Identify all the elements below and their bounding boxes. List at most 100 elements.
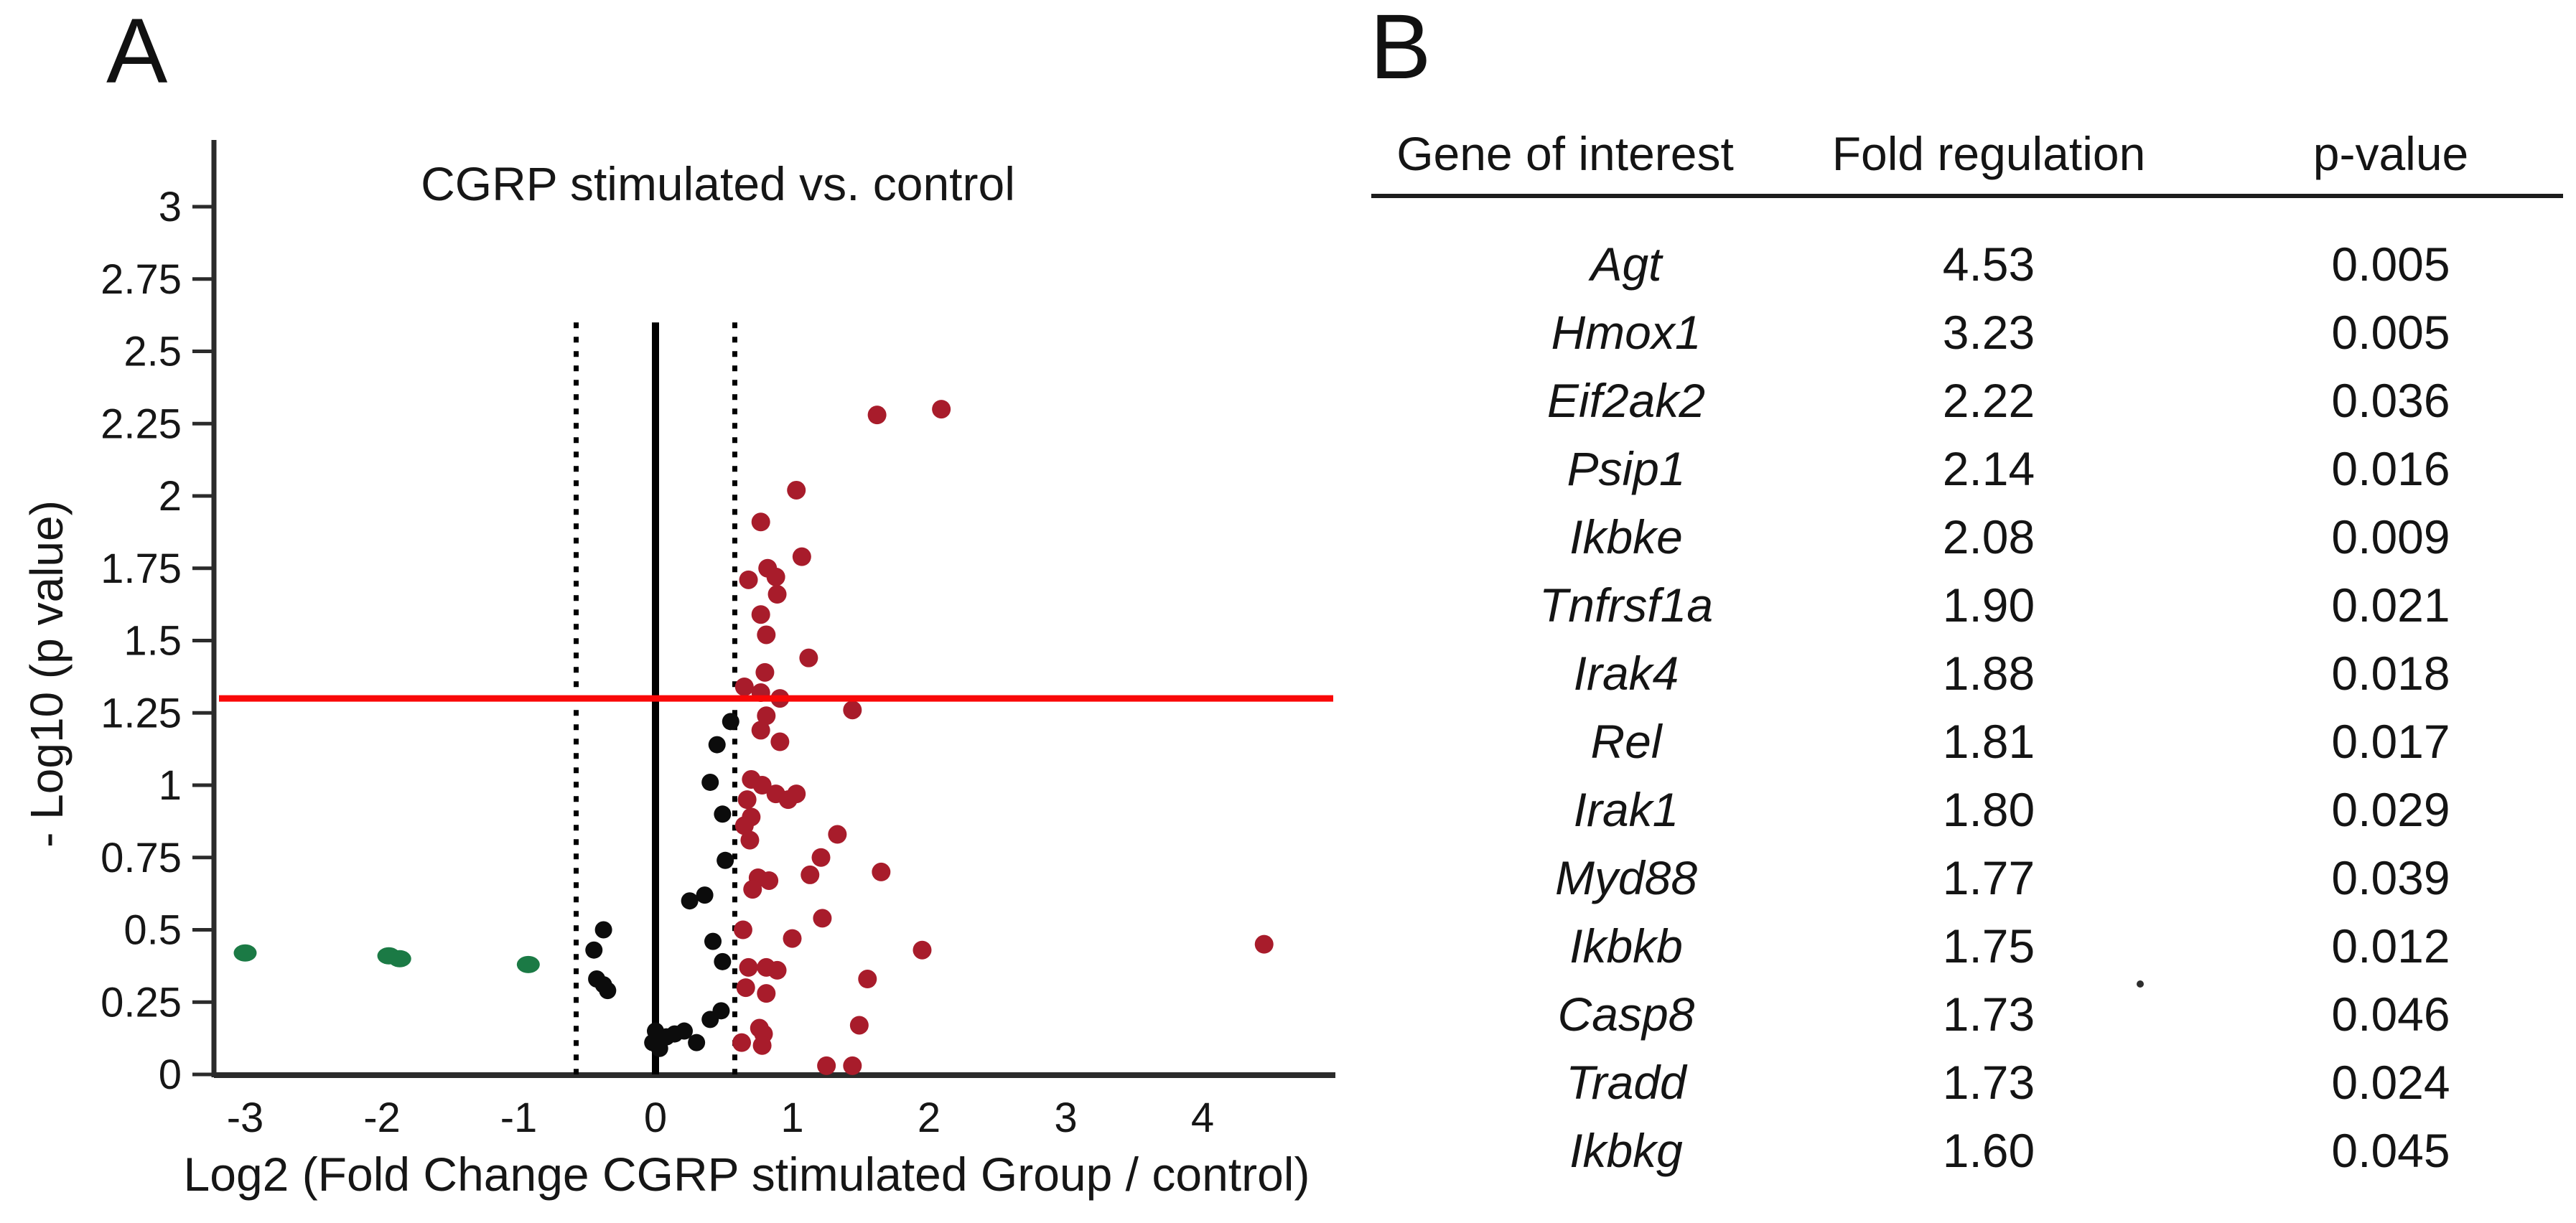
data-point-red bbox=[801, 865, 820, 884]
table-row: Myd88 1.77 0.039 bbox=[1371, 843, 2563, 912]
data-point-black bbox=[688, 1034, 706, 1051]
data-point-red bbox=[751, 605, 770, 624]
gene-cell: Rel bbox=[1590, 714, 1662, 768]
data-point-red bbox=[737, 790, 757, 810]
y-tick-label: 2 bbox=[159, 473, 182, 520]
x-axis-label: Log2 (Fold Change CGRP stimulated Group … bbox=[183, 1148, 1310, 1201]
x-tick-label: 4 bbox=[1191, 1095, 1214, 1141]
fold-regulation-cell: 1.90 bbox=[1942, 578, 2035, 632]
data-point-red bbox=[913, 940, 932, 960]
table-row: Casp8 1.73 0.046 bbox=[1371, 980, 2563, 1048]
gene-cell: Ikbke bbox=[1569, 510, 1683, 563]
gene-cell: Psip1 bbox=[1567, 441, 1686, 495]
p-value-cell: 0.036 bbox=[2331, 373, 2450, 427]
data-point-black bbox=[676, 1022, 694, 1040]
p-value-cell: 0.039 bbox=[2331, 851, 2450, 904]
data-point-black bbox=[599, 982, 617, 1000]
data-point-red bbox=[787, 480, 806, 500]
gene-cell: Agt bbox=[1590, 237, 1662, 291]
fold-regulation-cell: 1.81 bbox=[1942, 714, 2035, 768]
gene-cell: Irak4 bbox=[1573, 646, 1679, 700]
p-value-cell: 0.017 bbox=[2331, 714, 2450, 768]
y-tick-label: 0.25 bbox=[101, 979, 182, 1026]
x-tick-label: -1 bbox=[500, 1095, 538, 1141]
y-tick-label: 0.75 bbox=[101, 835, 182, 881]
data-point-black bbox=[701, 773, 719, 791]
data-point-red bbox=[858, 970, 877, 989]
p-value-cell: 0.046 bbox=[2331, 987, 2450, 1041]
data-point-red bbox=[740, 830, 760, 850]
data-point-red bbox=[757, 984, 776, 1003]
data-point-green bbox=[233, 944, 257, 962]
p-value-cell: 0.005 bbox=[2331, 305, 2450, 359]
table-row: Ikbkg 1.60 0.045 bbox=[1371, 1116, 2563, 1184]
data-point-red bbox=[932, 400, 951, 419]
gene-cell: Ikbkb bbox=[1569, 919, 1683, 973]
fold-regulation-cell: 3.23 bbox=[1942, 305, 2035, 359]
gene-cell: Tnfrsf1a bbox=[1539, 578, 1714, 632]
gene-cell: Tradd bbox=[1566, 1055, 1686, 1109]
y-tick-label: 1.5 bbox=[123, 618, 182, 665]
y-axis-label: - Log10 (p value) bbox=[21, 500, 73, 848]
p-value-cell: 0.016 bbox=[2331, 441, 2450, 495]
data-point-red bbox=[770, 732, 790, 751]
data-point-red bbox=[734, 816, 754, 835]
p-value-cell: 0.009 bbox=[2331, 510, 2450, 563]
gene-cell: Hmox1 bbox=[1551, 305, 1702, 359]
fold-regulation-cell: 1.60 bbox=[1942, 1123, 2035, 1177]
data-point-red bbox=[792, 547, 811, 566]
data-point-red bbox=[757, 625, 776, 645]
fold-regulation-cell: 2.22 bbox=[1942, 373, 2035, 427]
data-point-red bbox=[751, 721, 770, 740]
data-point-black bbox=[714, 805, 732, 823]
data-point-red bbox=[767, 585, 787, 604]
y-tick-label: 1.25 bbox=[101, 690, 182, 736]
data-point-red bbox=[736, 978, 755, 998]
data-point-red bbox=[811, 848, 831, 867]
panel-a-label: A bbox=[106, 0, 168, 103]
p-value-cell: 0.029 bbox=[2331, 782, 2450, 836]
data-point-red bbox=[783, 929, 802, 948]
table-row: Irak1 1.80 0.029 bbox=[1371, 775, 2563, 843]
data-point-black bbox=[708, 736, 726, 754]
volcano-plot: 0 0.25 0.5 0.75 1 1.25 1.5 1.75 2 2.25 2.5 2.75 3 -3 -… bbox=[101, 140, 1335, 1141]
fold-regulation-cell: 1.73 bbox=[1942, 987, 2035, 1041]
gene-cell: Eif2ak2 bbox=[1546, 373, 1706, 427]
y-tick-label: 3 bbox=[159, 184, 182, 230]
data-point-black bbox=[712, 1002, 730, 1020]
x-tick-label: 0 bbox=[644, 1095, 667, 1141]
x-tick-label: -3 bbox=[227, 1095, 264, 1141]
y-tick-label: 0.5 bbox=[123, 907, 182, 954]
data-point-red bbox=[739, 957, 758, 977]
table-row: Psip1 2.14 0.016 bbox=[1371, 434, 2563, 502]
data-point-red bbox=[766, 567, 785, 586]
p-value-cell: 0.024 bbox=[2331, 1055, 2450, 1109]
data-point-black bbox=[585, 941, 603, 959]
data-point-red bbox=[849, 1016, 869, 1035]
y-tick-label: 2.75 bbox=[101, 256, 182, 303]
fold-regulation-cell: 2.14 bbox=[1942, 441, 2035, 495]
data-point-green bbox=[388, 950, 411, 967]
x-tick-label: 3 bbox=[1054, 1095, 1077, 1141]
data-point-black bbox=[704, 932, 722, 950]
data-point-red bbox=[787, 784, 806, 804]
data-point-red bbox=[751, 512, 770, 532]
gene-cell: Irak1 bbox=[1573, 782, 1679, 836]
data-point-red bbox=[752, 1036, 772, 1055]
data-point-red bbox=[767, 960, 787, 980]
column-header-gene: Gene of interest bbox=[1396, 127, 1734, 180]
gene-cell: Ikbkg bbox=[1569, 1123, 1683, 1177]
data-point-red bbox=[1254, 934, 1274, 954]
p-value-cell: 0.005 bbox=[2331, 237, 2450, 291]
y-tick-label: 1.75 bbox=[101, 545, 182, 592]
gene-cell: Casp8 bbox=[1557, 987, 1695, 1041]
table-row: Hmox1 3.23 0.005 bbox=[1371, 298, 2563, 366]
data-point-red bbox=[843, 700, 862, 720]
data-point-black bbox=[681, 892, 699, 910]
data-point-red bbox=[734, 677, 754, 696]
data-point-red bbox=[755, 662, 775, 682]
table-row: Ikbkb 1.75 0.012 bbox=[1371, 912, 2563, 980]
data-point-red bbox=[813, 909, 832, 928]
x-tick-label: -2 bbox=[363, 1095, 401, 1141]
